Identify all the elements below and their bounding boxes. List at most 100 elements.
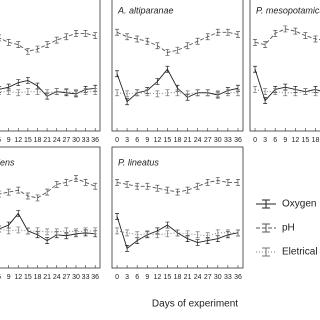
data-point [16,41,21,48]
x-tick-label: 18 [174,137,182,144]
data-point [135,89,140,97]
x-tick-label: 6 [0,137,1,144]
legend-label: pH [282,223,295,234]
data-point [145,89,150,97]
data-point [73,30,78,37]
data-point [235,89,240,97]
x-tick-label: 6 [273,137,277,144]
x-tick-label: 21 [43,274,51,281]
data-point [135,231,140,239]
x-tick-label: 36 [91,274,99,281]
x-tick-label: 27 [62,137,70,144]
x-tick-label: 30 [214,137,222,144]
data-point [145,230,150,238]
data-point [195,182,200,190]
legend-marker [262,247,270,257]
data-point [54,88,59,95]
x-tick-label: 30 [214,274,222,281]
data-point [185,42,190,50]
data-point [225,229,230,237]
data-point [83,30,88,37]
data-point [0,88,2,95]
x-tick-label: 6 [135,137,139,144]
data-point [205,179,210,186]
x-tick-label: 12 [14,274,22,281]
data-point [155,42,160,50]
data-point [6,88,11,95]
data-point [54,36,59,44]
data-point [45,188,50,196]
x-tick-label: 15 [24,274,32,281]
data-point [64,227,69,235]
panel-title: tusidens [0,157,15,167]
x-tick-label: 36 [234,137,242,144]
data-point [115,28,120,36]
data-point [83,227,88,235]
data-point [205,89,210,97]
data-point [16,89,21,97]
data-point [283,89,288,97]
data-point [0,34,2,42]
data-point [225,28,230,36]
data-point [35,88,40,95]
x-tick-label: 33 [82,137,90,144]
x-tick-label: 0 [253,137,257,144]
data-point [125,245,130,252]
data-point [253,86,258,93]
data-point [195,231,200,239]
data-point [115,179,120,186]
data-point [253,65,258,73]
x-axis-label: Days of experiment [152,299,238,310]
panel-title: A. altiparanae [117,5,174,15]
x-tick-label: 21 [184,137,192,144]
data-point [273,88,278,95]
data-point [235,31,240,38]
data-point [185,186,190,194]
data-point [263,88,268,95]
data-point [145,37,150,45]
data-point [235,179,240,186]
x-tick-label: 21 [43,137,51,144]
data-point [155,78,160,85]
x-tick-label: 27 [62,274,70,281]
x-tick-label: 18 [174,274,182,281]
data-point [125,98,130,106]
data-point [293,89,298,97]
data-point [235,229,240,237]
data-point [175,46,180,54]
data-point [83,88,88,95]
legend-label: Eletrical c [282,247,320,258]
x-tick-label: 24 [194,137,202,144]
data-point [185,230,190,238]
data-point [135,35,140,43]
data-point [263,41,268,48]
data-point [125,90,130,98]
data-point [195,89,200,97]
data-point [313,89,318,97]
x-tick-label: 15 [24,137,32,144]
data-point [93,227,98,235]
data-point [35,45,40,53]
data-point [45,41,50,48]
data-point [155,90,160,98]
x-tick-label: 12 [14,137,22,144]
data-point [54,228,59,236]
data-point [73,228,78,236]
data-point [175,89,180,97]
data-point [165,221,170,229]
data-point [263,97,268,104]
data-point [6,227,11,235]
x-tick-label: 30 [72,137,80,144]
data-point [175,229,180,237]
data-point [215,229,220,237]
x-tick-label: 18 [34,137,42,144]
data-point [25,227,30,235]
data-point [185,90,190,98]
data-point [125,229,130,237]
x-tick-label: 18 [312,137,320,144]
data-point [45,237,50,244]
x-tick-label: 24 [53,274,61,281]
x-tick-label: 9 [7,274,11,281]
data-point [155,231,160,239]
